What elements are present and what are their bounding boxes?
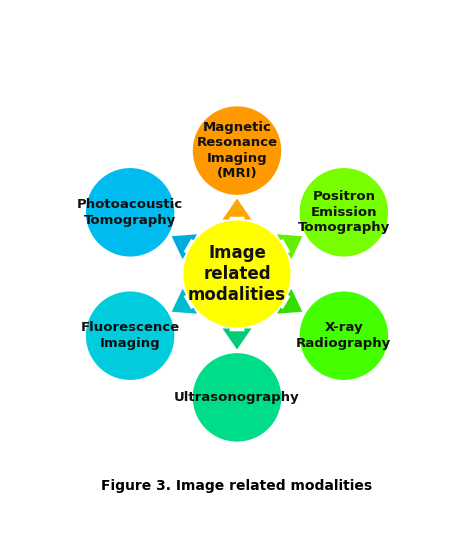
Circle shape — [193, 353, 281, 442]
Text: Fluorescence
Imaging: Fluorescence Imaging — [81, 322, 180, 350]
Text: Ultrasonography: Ultrasonography — [174, 391, 300, 404]
Text: Photoacoustic
Tomography: Photoacoustic Tomography — [77, 198, 183, 226]
Circle shape — [183, 220, 291, 328]
Circle shape — [86, 168, 174, 256]
Circle shape — [86, 292, 174, 380]
FancyArrow shape — [172, 234, 197, 259]
Circle shape — [300, 168, 388, 256]
Circle shape — [300, 292, 388, 380]
FancyArrow shape — [223, 198, 251, 220]
Circle shape — [193, 106, 281, 195]
FancyArrow shape — [277, 289, 302, 314]
Text: Positron
Emission
Tomography: Positron Emission Tomography — [298, 190, 390, 235]
FancyArrow shape — [172, 289, 197, 314]
Text: Image
related
modalities: Image related modalities — [188, 243, 286, 305]
FancyArrow shape — [277, 234, 302, 259]
Text: Figure 3. Image related modalities: Figure 3. Image related modalities — [101, 479, 373, 493]
Text: X-ray
Radiography: X-ray Radiography — [296, 322, 392, 350]
Text: Magnetic
Resonance
Imaging
(MRI): Magnetic Resonance Imaging (MRI) — [197, 121, 277, 180]
FancyArrow shape — [223, 328, 251, 350]
